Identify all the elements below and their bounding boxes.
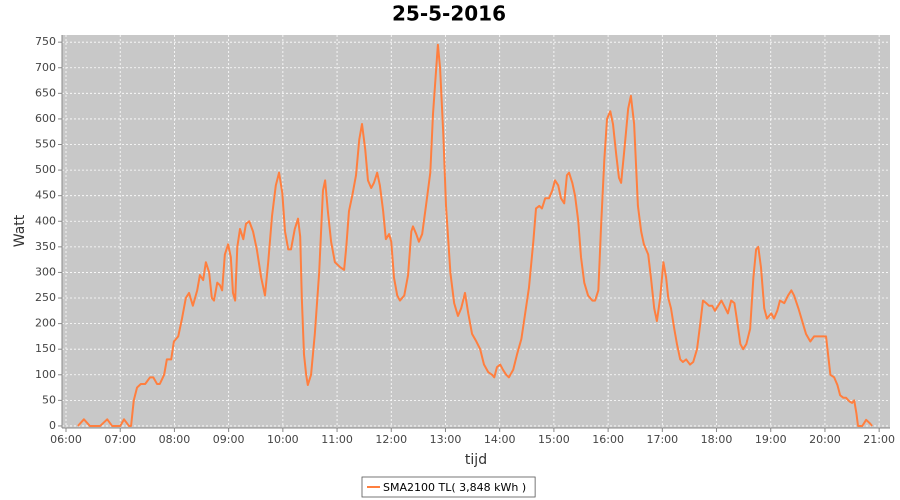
y-tick-label: 650 [35,86,56,99]
y-tick-label: 250 [35,291,56,304]
y-tick-label: 350 [35,240,56,253]
x-tick-label: 08:00 [159,433,191,446]
x-tick-label: 15:00 [538,433,570,446]
x-tick-label: 06:00 [50,433,82,446]
legend-label: SMA2100 TL( 3,848 kWh ) [383,481,526,494]
x-tick-label: 20:00 [809,433,841,446]
x-tick-label: 18:00 [701,433,733,446]
chart-title: 25-5-2016 [392,2,506,26]
y-tick-label: 450 [35,189,56,202]
y-tick-label: 750 [35,35,56,48]
x-tick-label: 19:00 [755,433,787,446]
x-tick-label: 11:00 [321,433,353,446]
y-tick-label: 400 [35,214,56,227]
data-line [77,43,873,427]
y-tick-label: 300 [35,265,56,278]
x-tick-label: 16:00 [592,433,624,446]
x-tick-label: 13:00 [430,433,462,446]
x-tick-label: 14:00 [484,433,516,446]
y-axis-label: Watt [12,214,28,247]
y-tick-label: 150 [35,342,56,355]
plot-area [62,35,890,428]
x-tick-label: 21:00 [863,433,895,446]
legend-box [361,476,536,498]
x-tick-label: 09:00 [213,433,245,446]
y-tick-label: 50 [42,393,56,406]
y-tick-label: 700 [35,61,56,74]
y-tick-label: 500 [35,163,56,176]
x-tick-label: 10:00 [267,433,299,446]
y-tick-label: 100 [35,368,56,381]
y-tick-label: 0 [49,419,56,432]
x-axis-label: tijd [465,452,487,468]
y-tick-label: 200 [35,317,56,330]
y-tick-label: 600 [35,112,56,125]
x-tick-label: 07:00 [104,433,136,446]
y-tick-label: 550 [35,138,56,151]
x-tick-label: 17:00 [646,433,678,446]
x-tick-label: 12:00 [375,433,407,446]
